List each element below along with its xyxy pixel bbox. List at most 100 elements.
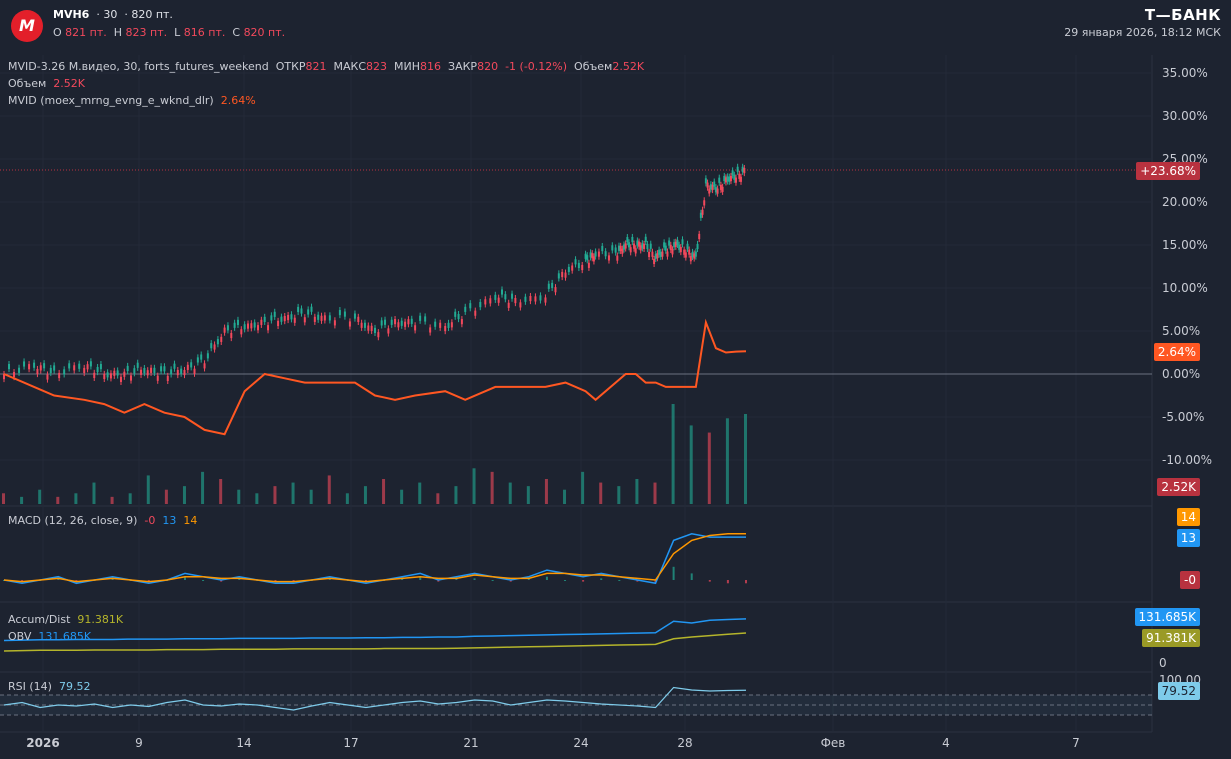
legend-high-label: МАКС [333,60,367,73]
volume-bar-33 [599,482,603,504]
candle-body-40-0 [734,177,737,183]
candle-body-7-0 [163,366,166,372]
volume-bar-15 [273,486,277,504]
y-tick-6: 5.00% [1162,324,1200,338]
candle-body-6-3 [153,367,156,373]
candle-body-38-4 [721,186,724,192]
candle-body-12-5 [280,316,283,322]
candle-body-15-5 [348,321,351,327]
candle-body-21-4 [484,299,487,305]
volume-bar-26 [472,468,476,504]
volume-bar-27 [490,471,494,504]
candle-body-6-5 [160,366,163,372]
candle-body-21-3 [479,302,482,308]
volume-bar-6 [110,496,114,504]
candle-body-10-0 [223,327,226,333]
legend-ad-label[interactable]: Accum/Dist [8,613,71,626]
candle-body-24-0 [544,297,547,303]
candle-body-18-5 [410,318,413,324]
y-tick-0: 35.00% [1162,66,1208,80]
candle-body-4-2 [109,373,112,379]
legend-close-label: ЗАКР [448,60,478,73]
candle-body-11-1 [246,323,249,329]
candle-body-38-5 [723,175,726,182]
legend-volume: Объем 2.52K [8,77,85,90]
candle-body-38-2 [718,177,721,183]
price-label-macd-signal: 14 [1176,508,1200,526]
candle-body-24-2 [551,282,554,289]
symbol-name[interactable]: MVH6 [53,8,90,21]
candle-body-9-5 [220,336,223,342]
candle-body-3-0 [83,367,86,374]
candle-body-40-1 [736,166,739,172]
candle-body-10-2 [230,332,233,339]
legend-obv-label[interactable]: OBV [8,630,32,643]
price-label-volume: 2.52K [1157,478,1200,496]
candle-body-26-0 [584,253,587,259]
x-tick-5: 24 [573,736,588,750]
candle-body-2-2 [63,369,66,375]
candle-body-27-5 [611,245,614,251]
candle-body-35-3 [689,256,692,262]
volume-bar-10 [182,486,186,504]
candle-body-20-0 [444,326,447,332]
legend-obv: OBV 131.685K [8,630,91,643]
candle-body-38-0 [714,187,717,193]
volume-bar-31 [563,489,567,504]
candle-body-33-3 [669,244,672,251]
legend-macd-hist: -0 [144,514,156,527]
candle-body-16-5 [370,325,373,331]
legend-compare-label[interactable]: MVID (moex_mrng_evng_e_wknd_dlr) [8,94,214,107]
candle-body-29-2 [628,242,631,248]
interval[interactable]: 30 [103,8,118,21]
compare-line [3,318,747,436]
ohlc-line: O 821 пт. H 823 пт. L 816 пт. C 820 пт. [53,26,285,39]
candle-body-23-3 [529,295,532,302]
candle-body-34-0 [674,241,677,247]
candle-body-15-1 [328,315,331,321]
candle-body-10-5 [240,329,243,335]
candle-body-36-1 [696,243,699,250]
candle-body-3-2 [89,361,92,367]
candle-body-23-4 [534,296,537,302]
candle-body-37-5 [713,181,716,187]
candle-body-28-4 [621,248,624,254]
candle-body-30-5 [643,243,646,250]
legend-title[interactable]: MVID-3.26 М.видео, 30, forts_futures_wee… [8,60,269,73]
candle-body-11-2 [250,323,253,329]
legend-rsi-label[interactable]: RSI (14) [8,680,52,693]
candle-body-39-3 [729,175,732,182]
candle-body-34-5 [683,249,686,255]
candle-body-37-3 [709,184,712,190]
volume-bar-35 [635,479,639,504]
y-tick-1: 30.00% [1162,109,1208,123]
volume-bar-2 [38,489,42,504]
candle-body-10-4 [236,319,239,325]
macd-hist-31 [564,580,567,581]
candle-body-32-2 [658,249,661,255]
volume-bar-13 [237,489,241,504]
legend-volume2-value: 2.52K [53,77,85,90]
legend-volume2-label[interactable]: Объем [8,77,47,90]
candle-body-7-5 [180,368,183,374]
candle-body-13-1 [287,314,290,321]
macd-hist-16 [292,580,295,582]
price-label-obv: 131.685K [1134,608,1200,626]
macd-hist-10 [183,576,186,580]
candle-body-5-5 [140,369,143,375]
obv-line [3,618,747,642]
macd-hist-6 [111,578,114,580]
macd-hist-1 [21,580,24,582]
volume-bar-0 [2,493,5,504]
candle-body-19-4 [434,321,437,327]
candle-body-24-3 [554,287,557,293]
candle-body-17-5 [390,319,393,325]
price-label-rsi: 79.52 [1157,682,1200,700]
price-label-macd-hist: -0 [1180,571,1200,589]
candle-body-38-3 [719,184,722,190]
legend-main: MVID-3.26 М.видео, 30, forts_futures_wee… [8,60,644,73]
candle-body-1-4 [46,374,49,380]
candle-body-15-2 [333,320,336,326]
legend-macd-label[interactable]: MACD (12, 26, close, 9) [8,514,138,527]
